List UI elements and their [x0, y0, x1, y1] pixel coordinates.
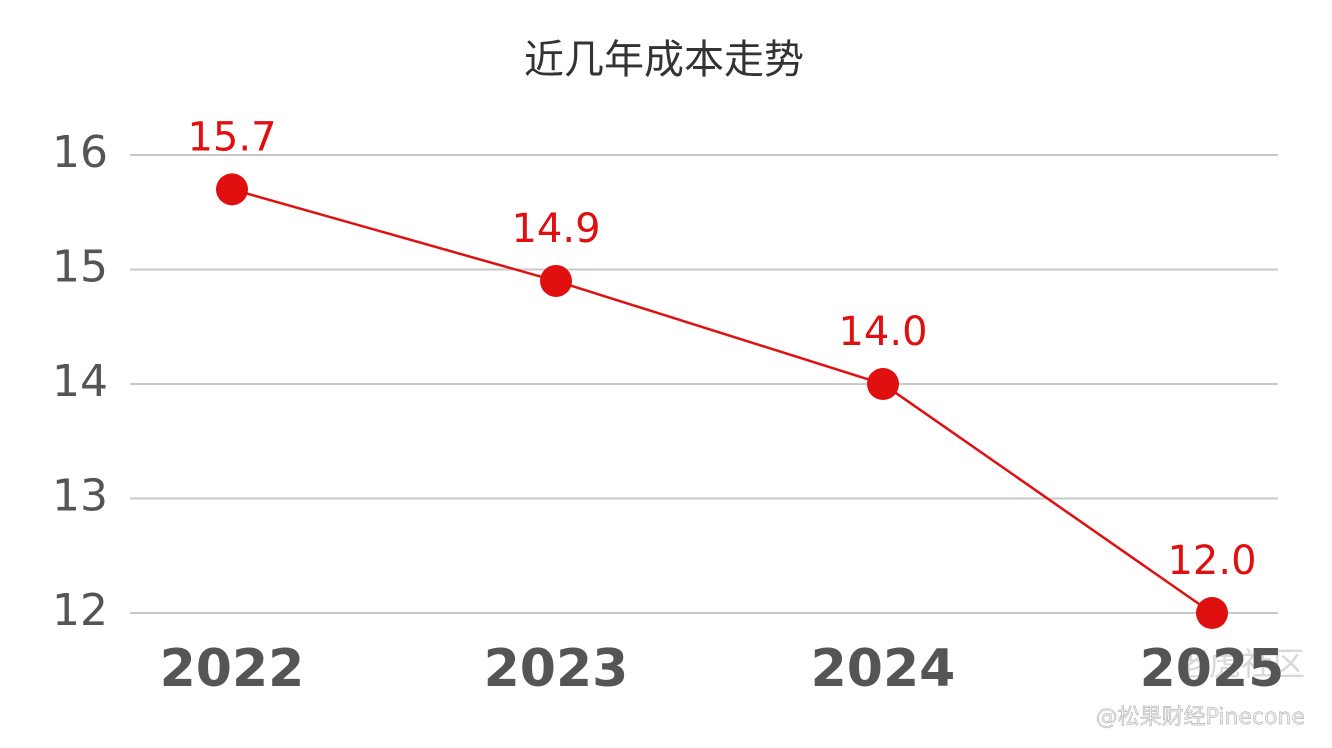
x-tick-label: 2025	[1140, 639, 1285, 699]
value-label: 14.0	[838, 309, 927, 355]
y-tick-label: 12	[52, 585, 108, 636]
point	[540, 264, 572, 297]
watermark: 老虎社区	[1177, 645, 1305, 683]
x-tick-label: 2023	[484, 639, 629, 699]
value-label: 15.7	[187, 114, 276, 160]
y-tick-label: 14	[52, 356, 108, 407]
point	[867, 368, 899, 400]
point	[1196, 597, 1228, 629]
value-label: 14.9	[511, 206, 600, 252]
watermark: @松果财经Pinecone	[1096, 705, 1305, 730]
value-label: 12.0	[1167, 538, 1256, 584]
y-tick-label: 16	[52, 127, 108, 178]
line	[231, 188, 1213, 615]
point	[216, 173, 248, 206]
y-tick-label: 13	[52, 471, 108, 522]
x-tick-label: 2022	[160, 639, 305, 699]
chart-title: 近几年成本走势	[524, 37, 804, 83]
y-tick-label: 15	[52, 242, 108, 293]
x-tick-label: 2024	[811, 639, 956, 699]
